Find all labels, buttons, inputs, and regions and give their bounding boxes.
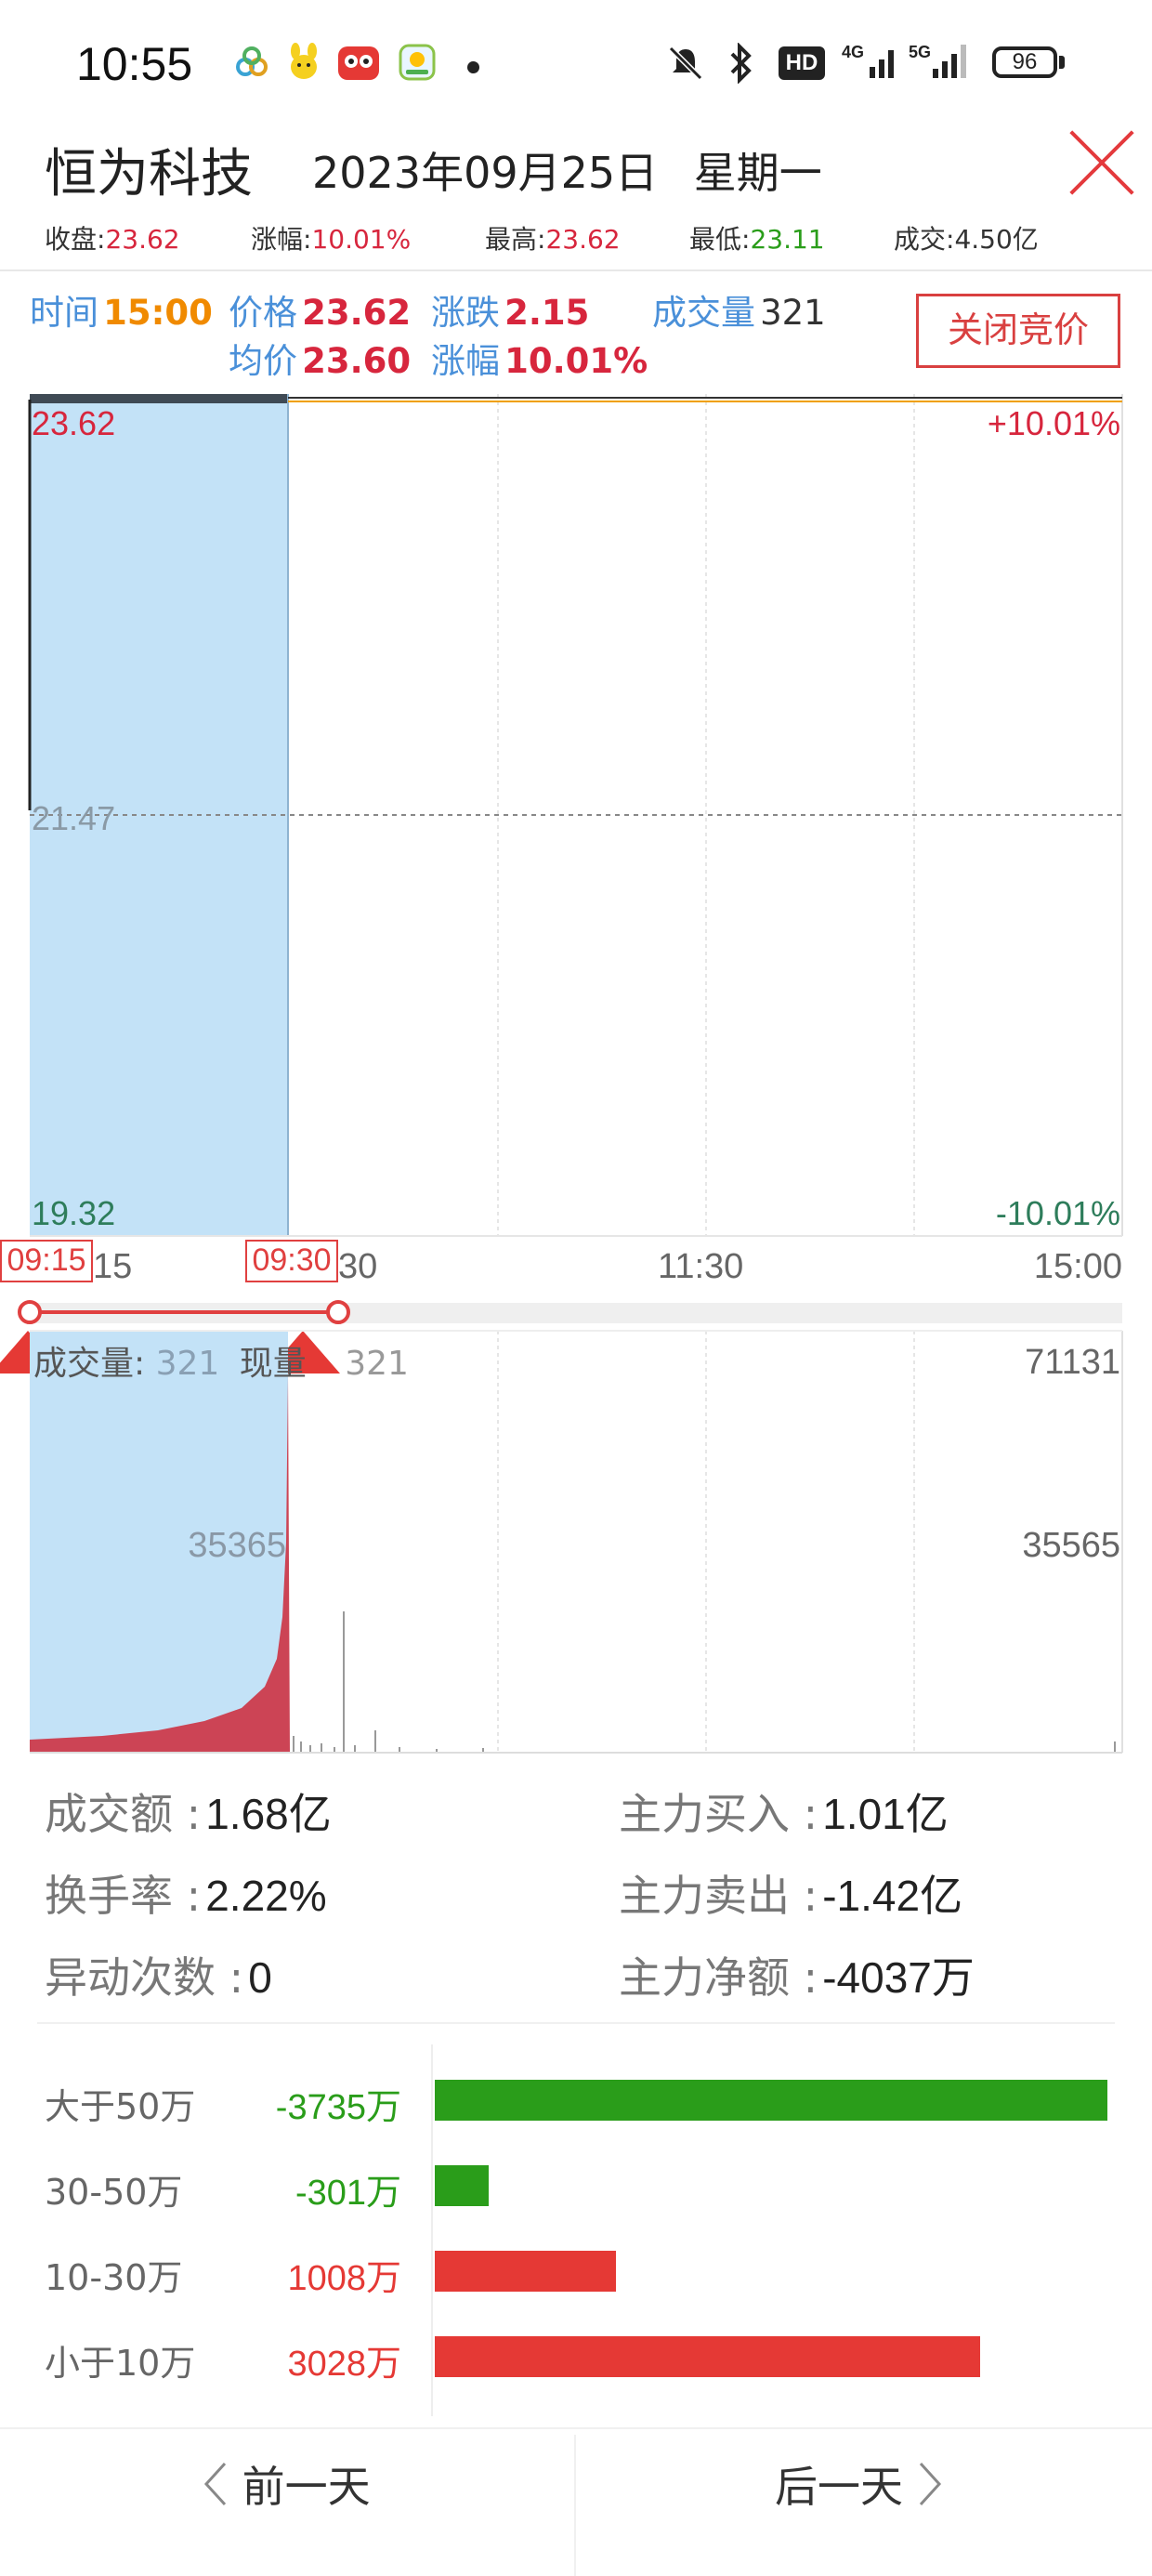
stock-name: 恒为科技 bbox=[45, 144, 253, 204]
divider bbox=[0, 2427, 1152, 2429]
stat-anomaly: 异动次数 : 0 bbox=[45, 1952, 272, 2003]
signal-5g-icon: 5G bbox=[909, 41, 974, 85]
volume-now-label: 现量 bbox=[239, 1345, 307, 1383]
bluetooth-icon bbox=[727, 42, 754, 87]
next-day-button[interactable]: 后一天 bbox=[775, 2453, 945, 2515]
flow-bar bbox=[435, 2165, 489, 2206]
price-mid-label: 21.47 bbox=[32, 799, 115, 837]
stat-turnover: 换手率 : 2.22% bbox=[45, 1871, 327, 1921]
flow-value: -301万 bbox=[295, 2174, 401, 2213]
volume-auction-mid: 35365 bbox=[188, 1526, 286, 1565]
xtick-4: 15:00 bbox=[1034, 1247, 1122, 1286]
volume-max-label: 71131 bbox=[1025, 1343, 1120, 1382]
volume-bars bbox=[293, 1611, 1116, 1753]
summary-close: 收盘:23.62 bbox=[45, 224, 180, 255]
chevron-left-icon bbox=[203, 2462, 227, 2506]
flow-label: 30-50万 bbox=[45, 2172, 183, 2213]
flow-bar bbox=[435, 2251, 616, 2292]
divider bbox=[0, 269, 1152, 271]
stat-main-buy: 主力买入 : 1.01亿 bbox=[619, 1789, 949, 1839]
pct-high-label: +10.01% bbox=[988, 404, 1120, 442]
weekday-text: 星期一 bbox=[693, 148, 822, 198]
prev-day-label: 前一天 bbox=[242, 2462, 371, 2512]
close-icon[interactable] bbox=[1059, 121, 1143, 204]
price-low-label: 19.32 bbox=[32, 1194, 115, 1232]
volume-mid-label: 35565 bbox=[1022, 1526, 1120, 1565]
app-icon-mascot bbox=[284, 43, 323, 82]
app-icon-red bbox=[336, 43, 379, 82]
app-icon-cluster bbox=[232, 43, 271, 82]
info-change: 涨跌 2.15 bbox=[431, 293, 590, 333]
xtick-3: 11:30 bbox=[658, 1247, 743, 1286]
flow-label: 小于10万 bbox=[45, 2343, 196, 2384]
flow-bar bbox=[435, 2336, 980, 2377]
divider bbox=[37, 2022, 1115, 2024]
auction-top-bar bbox=[30, 394, 288, 403]
volume-auction-highlight bbox=[30, 1331, 288, 1753]
range-end-time[interactable]: 09:30 bbox=[245, 1240, 338, 1282]
volume-value: 321 bbox=[155, 1345, 220, 1383]
pct-low-label: -10.01% bbox=[996, 1194, 1120, 1232]
info-price: 价格 23.62 bbox=[229, 293, 412, 333]
flow-bar-divider bbox=[431, 2044, 433, 2416]
xtick-2: 30 bbox=[338, 1247, 377, 1286]
range-handle-start bbox=[18, 1300, 42, 1324]
flow-value: 1008万 bbox=[287, 2259, 401, 2298]
nav-divider bbox=[574, 2435, 576, 2576]
flow-label: 大于50万 bbox=[45, 2086, 196, 2127]
battery-icon: 96 bbox=[992, 46, 1057, 78]
stat-amount: 成交额 : 1.68亿 bbox=[45, 1789, 332, 1839]
info-time: 时间 15:00 bbox=[30, 293, 213, 333]
mute-icon bbox=[667, 45, 704, 85]
stat-main-net: 主力净额 : -4037万 bbox=[619, 1952, 975, 2003]
svg-text:5G: 5G bbox=[909, 43, 931, 61]
app-icon-gallery bbox=[398, 43, 437, 82]
summary-low: 最低:23.11 bbox=[689, 224, 825, 255]
svg-text:4G: 4G bbox=[842, 43, 864, 61]
status-bar: 10:55 HD 4G 5G 96 bbox=[0, 0, 1152, 121]
flow-bar bbox=[435, 2080, 1107, 2121]
price-high-label: 23.62 bbox=[32, 404, 115, 442]
volume-label: 成交量: bbox=[33, 1345, 146, 1383]
hd-icon: HD bbox=[779, 46, 825, 80]
trade-date: 2023年09月25日 星期一 bbox=[312, 139, 822, 201]
xtick-1: 15 bbox=[93, 1247, 132, 1286]
chevron-right-icon bbox=[919, 2462, 941, 2506]
next-day-label: 后一天 bbox=[775, 2462, 903, 2512]
auction-volume-area bbox=[30, 1375, 290, 1753]
battery-tip bbox=[1059, 56, 1065, 69]
info-avg-price: 均价 23.60 bbox=[229, 341, 412, 381]
range-start-time[interactable]: 09:15 bbox=[0, 1240, 93, 1282]
intraday-chart: 23.62 21.47 19.32 +10.01% -10.01% 15 30 … bbox=[0, 394, 1123, 1754]
signal-4g-icon: 4G bbox=[842, 41, 901, 85]
info-pct: 涨幅 10.01% bbox=[431, 341, 648, 381]
range-track bbox=[30, 1303, 1122, 1323]
range-handle-end bbox=[326, 1300, 350, 1324]
volume-readout: 成交量: 321 现量 321 bbox=[33, 1336, 409, 1385]
close-auction-button[interactable]: 关闭竞价 bbox=[916, 294, 1120, 368]
flow-label: 10-30万 bbox=[45, 2257, 183, 2298]
date-text: 2023年09月25日 bbox=[312, 148, 659, 198]
volume-now-value: 321 bbox=[345, 1345, 409, 1383]
summary-change: 涨幅:10.01% bbox=[251, 224, 412, 255]
flow-value: 3028万 bbox=[287, 2345, 401, 2384]
info-volume: 成交量 321 bbox=[652, 293, 826, 333]
stat-main-sell: 主力卖出 : -1.42亿 bbox=[619, 1871, 963, 1921]
notification-dot bbox=[467, 61, 479, 73]
status-time: 10:55 bbox=[76, 38, 193, 90]
summary-volume: 成交:4.50亿 bbox=[894, 224, 1039, 255]
prev-day-button[interactable]: 前一天 bbox=[201, 2453, 371, 2515]
summary-high: 最高:23.62 bbox=[485, 224, 621, 255]
flow-value: -3735万 bbox=[275, 2088, 401, 2127]
